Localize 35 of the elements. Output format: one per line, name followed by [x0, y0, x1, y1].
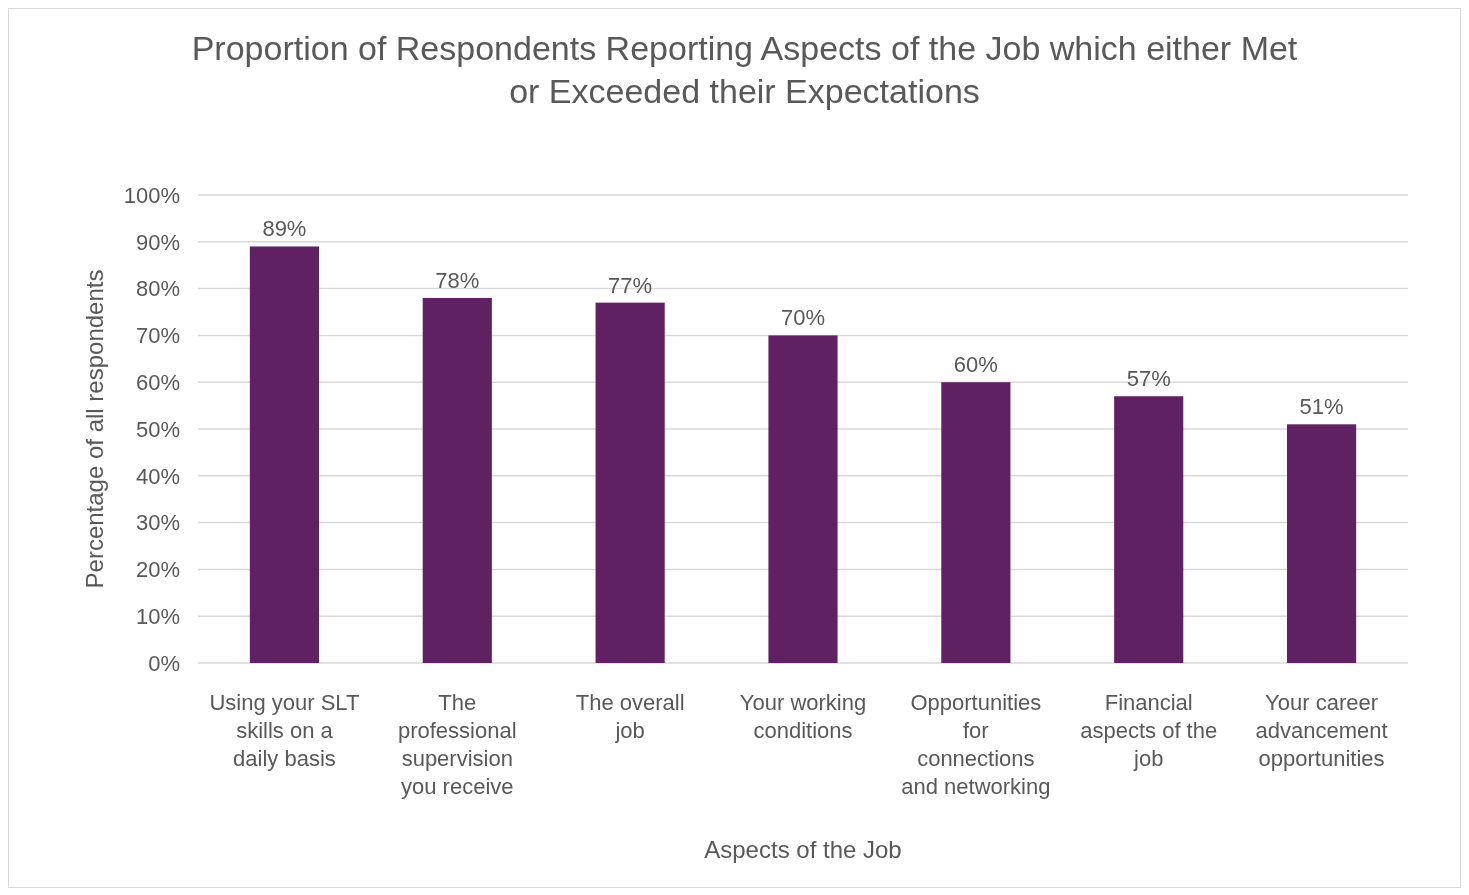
y-tick-label: 20%: [135, 557, 180, 583]
x-axis-title: Aspects of the Job: [704, 836, 902, 863]
data-label: 70%: [780, 305, 826, 331]
y-tick-label: 80%: [135, 276, 180, 302]
x-tick-label: Opportunities for connections and networking: [901, 690, 1051, 799]
y-axis-title: Percentage of all respondents: [81, 269, 108, 589]
y-tick-label: 60%: [135, 369, 180, 395]
data-label: 78%: [435, 267, 480, 293]
y-tick-label: 40%: [135, 463, 180, 489]
bar: [941, 382, 1011, 663]
bar: [768, 335, 838, 663]
y-tick-label: 30%: [135, 510, 180, 536]
x-tick-label: The professional supervision you receive: [397, 690, 517, 799]
y-tick-label: 0%: [148, 650, 180, 676]
y-tick-label: 70%: [135, 323, 180, 349]
x-tick-label: The overall job: [575, 690, 685, 743]
chart-title: Proportion of Respondents Reporting Aspects of the Job which either Met or Exceeded their Expectations: [191, 29, 1298, 110]
bar: [422, 297, 492, 663]
data-label: 77%: [608, 272, 653, 298]
data-label: 57%: [1126, 366, 1171, 392]
y-tick-label: 50%: [135, 416, 180, 442]
y-tick-label: 100%: [123, 182, 180, 208]
x-tick-label: Using your SLT skills on a daily basis: [209, 690, 360, 771]
bar: [249, 246, 319, 663]
x-tick-label: Your working conditions: [739, 690, 867, 743]
x-tick-label: Financial aspects of the job: [1080, 690, 1218, 771]
data-label: 89%: [262, 216, 307, 242]
data-label: 60%: [953, 352, 998, 378]
x-tick-label: Your career advancement opportunities: [1255, 690, 1388, 771]
bar: [1287, 424, 1357, 663]
y-tick-label: 90%: [135, 229, 180, 255]
data-label: 51%: [1299, 394, 1344, 420]
y-tick-label: 10%: [135, 603, 180, 629]
bar: [595, 302, 665, 663]
bar: [1114, 396, 1184, 663]
